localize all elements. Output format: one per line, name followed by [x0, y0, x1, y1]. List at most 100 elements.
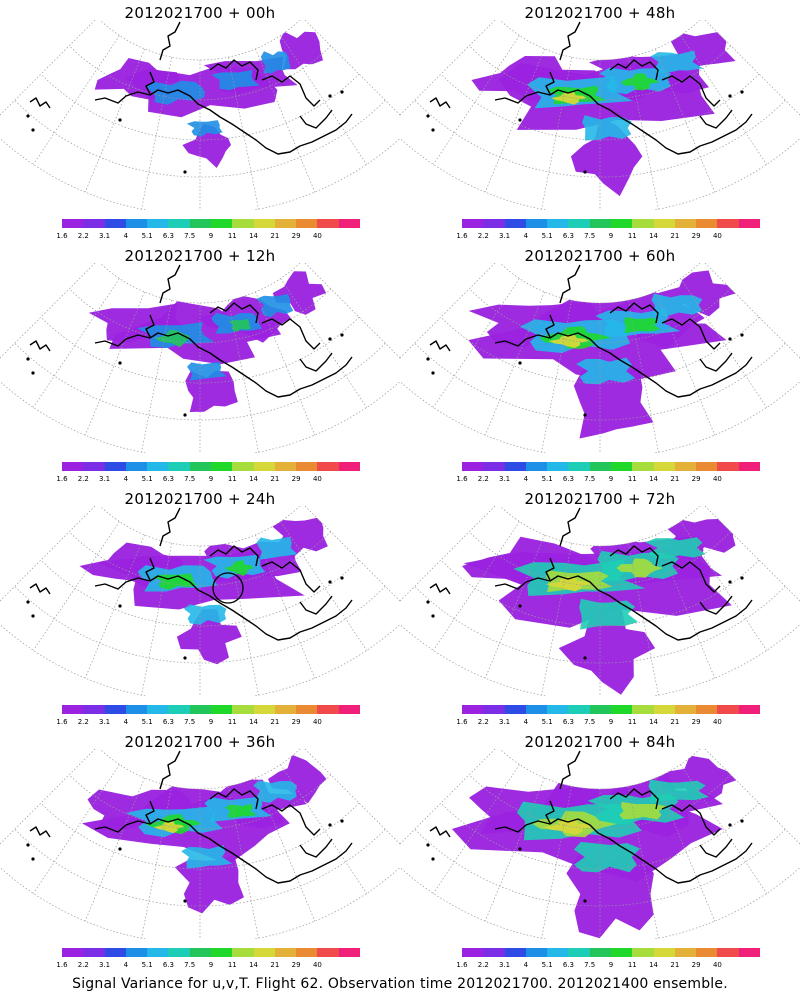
colorbar-tick-label: 21 [270, 475, 280, 483]
colorbar-swatch [232, 948, 254, 957]
colorbar-swatch [674, 219, 697, 228]
colorbar-swatch [317, 462, 339, 471]
graticule [0, 749, 400, 939]
colorbar-tick-label: 11 [227, 475, 237, 483]
colorbar-swatch [717, 219, 739, 228]
colorbar-tick-label: 4 [123, 475, 129, 483]
colorbar-swatch [738, 219, 760, 228]
colorbar-labels: 1.6 2.2 3.1 4 5.1 6.3 7.5 9 11 14 21 29 40 [56, 475, 360, 485]
colorbar-tick-label: 11 [627, 475, 637, 483]
colorbar-tick-label: 14 [649, 718, 659, 726]
colorbar-tick-label: 40 [312, 718, 322, 726]
colorbar-swatch [210, 705, 233, 714]
colorbar-swatch [296, 462, 318, 471]
colorbar-tick-label: 6.3 [162, 718, 174, 726]
colorbar-tick-label: 3.1 [498, 232, 511, 240]
colorbar-swatch [296, 948, 318, 957]
colorbar-tick-label: 11 [627, 961, 637, 969]
coastline [26, 264, 353, 417]
colorbar-tick-label: 3.1 [98, 232, 111, 240]
colorbar-tick-label: 5.1 [541, 232, 553, 240]
colorbar-swatch [525, 948, 548, 957]
colorbar-swatch [504, 462, 526, 471]
colorbar-swatch [147, 462, 169, 471]
colorbar-tick-label: 5.1 [141, 718, 153, 726]
colorbar-swatch [62, 705, 84, 714]
colorbar-swatch [653, 948, 675, 957]
panel-title: 2012021700 + 72h [524, 490, 676, 508]
forecast-panel: 2012021700 + 36h 1.6 2.2 3.1 4 5.1 6.3 7.5 9 11 14… [0, 729, 400, 972]
colorbar-tick-label: 7.5 [184, 475, 196, 483]
colorbar-swatch [83, 948, 105, 957]
colorbar-swatch [610, 219, 633, 228]
colorbar-tick-label: 1.6 [56, 718, 68, 726]
colorbar-tick-label: 4 [523, 232, 529, 240]
colorbar-swatch [168, 705, 190, 714]
colorbar-swatch [568, 948, 590, 957]
colorbar-tick-label: 11 [227, 961, 237, 969]
colorbar-swatch [274, 705, 297, 714]
colorbar-swatch [738, 462, 760, 471]
graticule [400, 263, 800, 453]
forecast-panel: 2012021700 + 12h 1.6 2.2 3.1 4 5.1 6.3 7.5 9 11 14… [0, 243, 400, 486]
colorbar-swatch [462, 219, 484, 228]
colorbar-swatch [674, 462, 697, 471]
colorbar-swatch [189, 705, 211, 714]
colorbar-swatch [147, 219, 169, 228]
colorbar-tick-label: 4 [523, 718, 529, 726]
colorbar-swatch [462, 462, 484, 471]
colorbar-tick-label: 40 [712, 718, 722, 726]
colorbar-swatch [462, 705, 484, 714]
variance-field [81, 754, 327, 914]
colorbar-tick-label: 1.6 [456, 475, 468, 483]
colorbar-tick-label: 1.6 [456, 232, 468, 240]
colorbar-swatch [125, 705, 148, 714]
colorbar-tick-label: 40 [312, 961, 322, 969]
colorbar-tick-label: 9 [608, 232, 614, 240]
colorbar-tick-label: 14 [649, 961, 659, 969]
colorbar-tick-label: 29 [291, 961, 301, 969]
colorbar-tick-label: 5.1 [141, 475, 153, 483]
colorbar-swatch [483, 705, 505, 714]
colorbar-tick-label: 3.1 [498, 961, 511, 969]
colorbar-swatch [632, 705, 654, 714]
colorbar-tick-label: 2.2 [77, 961, 89, 969]
panel-title: 2012021700 + 48h [524, 4, 676, 22]
colorbar-tick-label: 1.6 [56, 232, 68, 240]
panel-title: 2012021700 + 60h [524, 247, 676, 265]
colorbar-tick-label: 29 [291, 232, 301, 240]
colorbar-tick-label: 11 [227, 718, 237, 726]
colorbar [62, 462, 360, 471]
panel-title: 2012021700 + 36h [124, 733, 276, 751]
colorbar-tick-label: 14 [249, 232, 259, 240]
coastline [26, 21, 353, 174]
colorbar-tick-label: 2.2 [477, 718, 489, 726]
colorbar-swatch [253, 705, 275, 714]
colorbar-swatch [232, 219, 254, 228]
colorbar-labels: 1.6 2.2 3.1 4 5.1 6.3 7.5 9 11 14 21 29 40 [456, 475, 760, 485]
colorbar-swatch [674, 705, 697, 714]
colorbar-swatch [104, 705, 126, 714]
colorbar-tick-label: 4 [123, 961, 129, 969]
colorbar-tick-label: 29 [691, 961, 701, 969]
colorbar-swatch [104, 948, 126, 957]
colorbar-tick-label: 11 [627, 232, 637, 240]
colorbar-tick-label: 11 [227, 232, 237, 240]
colorbar-swatch [147, 948, 169, 957]
graticule [0, 20, 400, 210]
colorbar-tick-label: 2.2 [77, 475, 89, 483]
colorbar-tick-label: 40 [712, 475, 722, 483]
colorbar-swatch [632, 948, 654, 957]
colorbar-tick-label: 7.5 [584, 475, 596, 483]
colorbar-swatch [483, 219, 505, 228]
colorbar-swatch [296, 705, 318, 714]
colorbar-tick-label: 4 [523, 475, 529, 483]
colorbar-tick-label: 14 [249, 961, 259, 969]
colorbar-tick-label: 3.1 [98, 718, 111, 726]
colorbar-swatch [547, 705, 569, 714]
colorbar-swatch [717, 462, 739, 471]
colorbar-tick-label: 21 [670, 718, 680, 726]
colorbar-swatch [168, 219, 190, 228]
colorbar-swatch [568, 705, 590, 714]
coastline [426, 21, 753, 174]
